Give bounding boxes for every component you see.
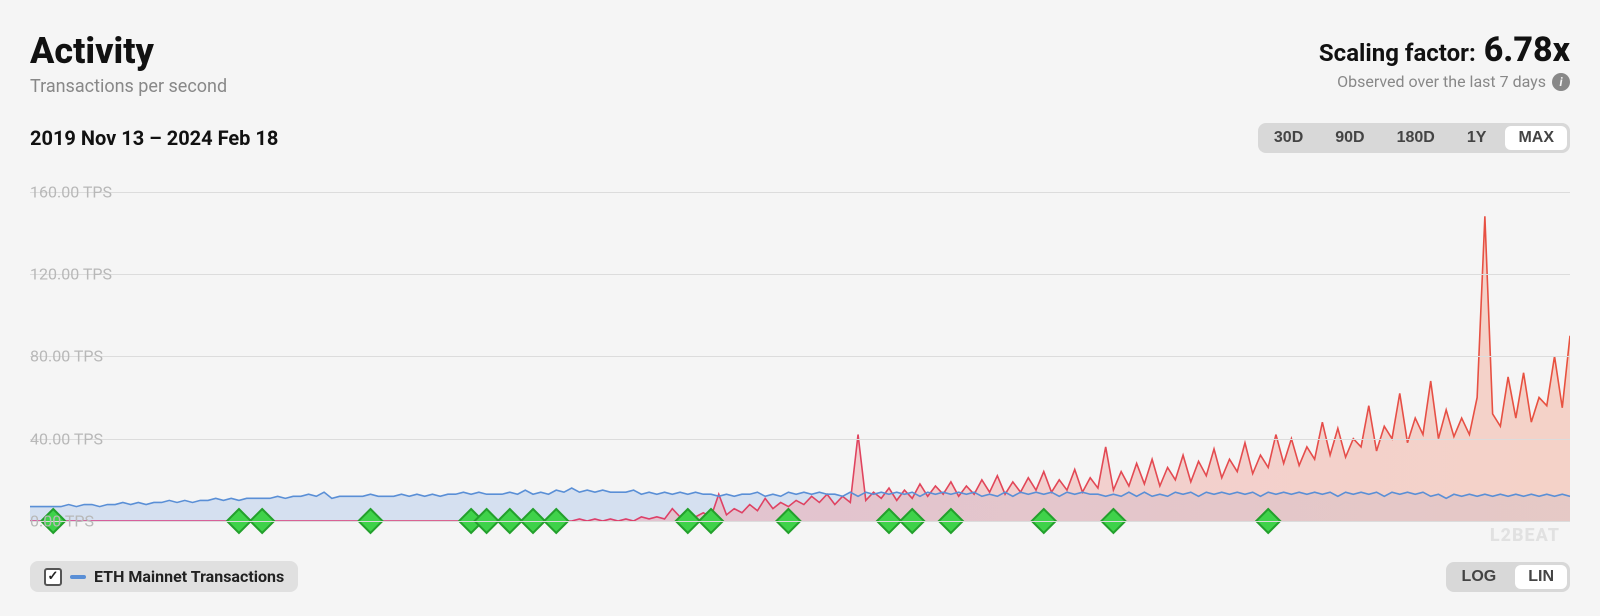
range-btn-1y[interactable]: 1Y (1451, 123, 1503, 153)
legend-label: ETH Mainnet Transactions (94, 567, 284, 586)
page-title: Activity (30, 30, 227, 72)
y-axis-label: 160.00 TPS (30, 182, 112, 201)
scale-segmented: LOGLIN (1446, 562, 1570, 592)
time-range-segmented: 30D90D180D1YMAX (1258, 123, 1570, 153)
legend-swatch (70, 575, 86, 579)
activity-chart[interactable]: 0.00 TPS 40.00 TPS 80.00 TPS 120.00 TPS 160.… (30, 171, 1570, 551)
info-icon[interactable]: i (1552, 73, 1570, 91)
observed-text: Observed over the last 7 days (1337, 72, 1546, 91)
range-btn-max[interactable]: MAX (1505, 126, 1567, 150)
scale-btn-log[interactable]: LOG (1446, 562, 1513, 592)
controls-row: 2019 Nov 13 – 2024 Feb 18 30D90D180D1YMA… (30, 123, 1570, 153)
date-range-label: 2019 Nov 13 – 2024 Feb 18 (30, 126, 278, 150)
range-btn-180d[interactable]: 180D (1381, 123, 1451, 153)
scale-btn-lin[interactable]: LIN (1515, 565, 1567, 589)
y-axis-label: 80.00 TPS (30, 347, 103, 366)
page-subtitle: Transactions per second (30, 76, 227, 97)
scaling-factor-value: 6.78x (1484, 30, 1570, 70)
scaling-factor-label: Scaling factor: (1319, 39, 1476, 67)
legend-eth-mainnet[interactable]: ✓ ETH Mainnet Transactions (30, 561, 298, 592)
bottom-row: ✓ ETH Mainnet Transactions LOGLIN (30, 561, 1570, 592)
legend-checkbox[interactable]: ✓ (44, 568, 62, 586)
y-axis-label: 0.00 TPS (30, 512, 94, 531)
y-axis-label: 40.00 TPS (30, 429, 103, 448)
chart-svg (30, 171, 1570, 551)
header-row: Activity Transactions per second Scaling… (30, 30, 1570, 97)
range-btn-90d[interactable]: 90D (1319, 123, 1380, 153)
title-block: Activity Transactions per second (30, 30, 227, 97)
scaling-block: Scaling factor: 6.78x Observed over the … (1319, 30, 1570, 91)
range-btn-30d[interactable]: 30D (1258, 123, 1319, 153)
watermark: L2BEAT (1490, 525, 1560, 546)
y-axis-label: 120.00 TPS (30, 264, 112, 283)
observed-caption: Observed over the last 7 days i (1319, 72, 1570, 91)
